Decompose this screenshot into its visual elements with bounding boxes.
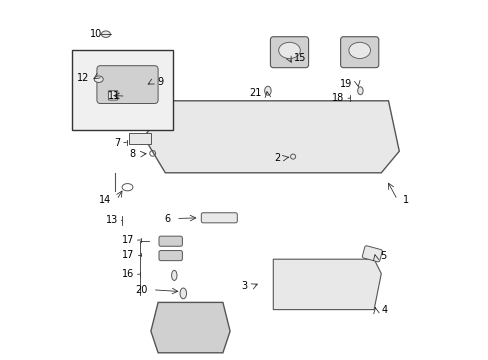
- FancyBboxPatch shape: [72, 50, 172, 130]
- Text: 17: 17: [122, 235, 134, 245]
- Text: 1: 1: [402, 195, 408, 205]
- Text: 8: 8: [129, 149, 136, 159]
- Text: 9: 9: [157, 77, 163, 87]
- FancyBboxPatch shape: [201, 213, 237, 223]
- Ellipse shape: [101, 31, 110, 37]
- Polygon shape: [129, 133, 151, 144]
- Ellipse shape: [180, 288, 186, 299]
- Text: 3: 3: [241, 281, 247, 291]
- Text: 7: 7: [114, 138, 120, 148]
- Text: 16: 16: [122, 269, 134, 279]
- Polygon shape: [143, 101, 399, 173]
- Text: 10: 10: [89, 29, 102, 39]
- Text: 18: 18: [332, 93, 344, 103]
- Text: 20: 20: [135, 285, 147, 295]
- FancyBboxPatch shape: [97, 66, 158, 104]
- FancyBboxPatch shape: [340, 37, 378, 68]
- Ellipse shape: [264, 86, 270, 95]
- Text: 15: 15: [294, 53, 306, 63]
- Ellipse shape: [94, 76, 103, 82]
- Text: 4: 4: [381, 305, 386, 315]
- Text: 14: 14: [99, 195, 111, 205]
- Text: 5: 5: [380, 251, 386, 261]
- Text: 13: 13: [105, 215, 118, 225]
- FancyBboxPatch shape: [362, 246, 382, 262]
- Ellipse shape: [357, 87, 363, 95]
- Text: 6: 6: [164, 213, 170, 224]
- Polygon shape: [151, 302, 230, 353]
- FancyBboxPatch shape: [270, 37, 308, 68]
- FancyBboxPatch shape: [159, 236, 182, 246]
- Text: 21: 21: [249, 88, 261, 98]
- FancyBboxPatch shape: [159, 251, 182, 261]
- Text: 17: 17: [122, 249, 134, 260]
- Text: 19: 19: [340, 79, 352, 89]
- Text: 2: 2: [274, 153, 280, 163]
- Ellipse shape: [171, 270, 177, 280]
- Text: 11: 11: [108, 91, 120, 101]
- Polygon shape: [273, 259, 381, 310]
- Ellipse shape: [348, 42, 370, 59]
- Text: 12: 12: [77, 73, 89, 84]
- FancyBboxPatch shape: [108, 91, 118, 100]
- Ellipse shape: [278, 42, 300, 59]
